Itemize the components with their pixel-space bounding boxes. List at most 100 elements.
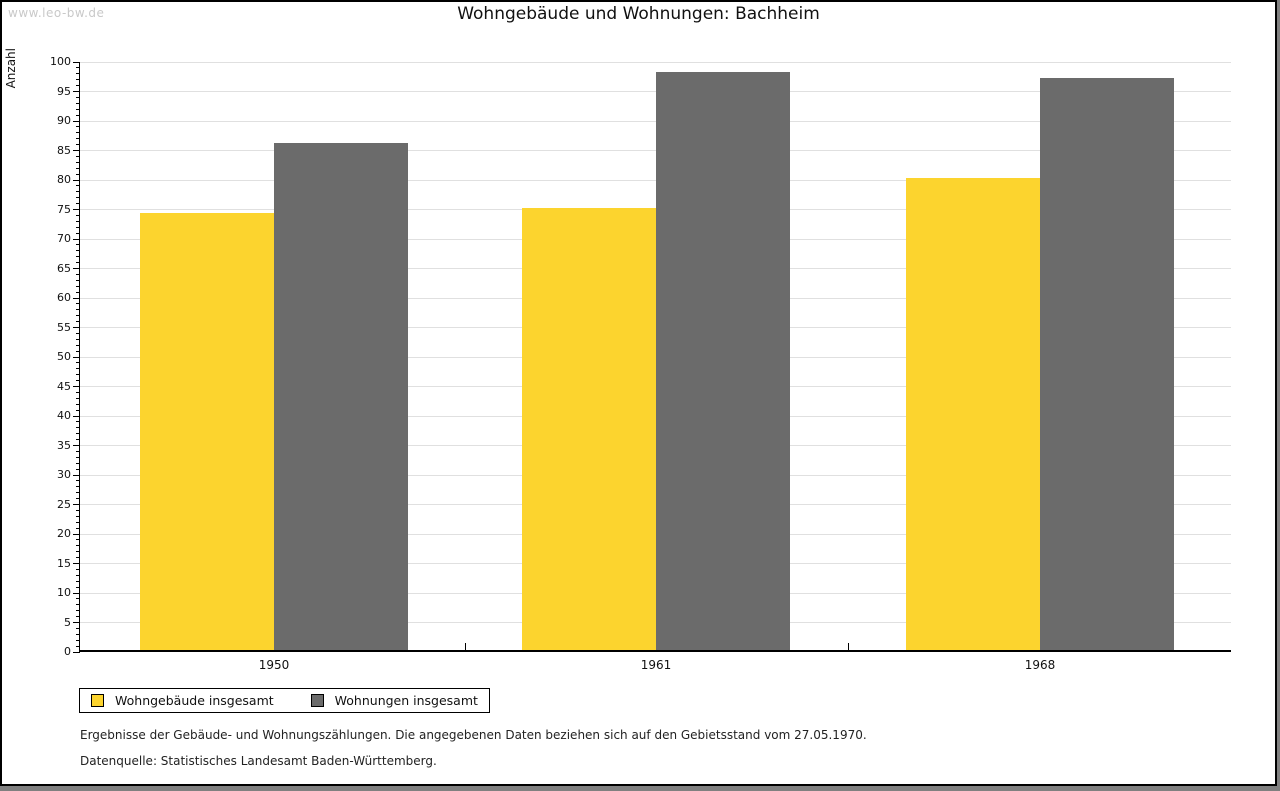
y-minor-tick xyxy=(76,79,80,81)
y-minor-tick xyxy=(76,332,80,334)
y-minor-tick xyxy=(76,321,80,323)
y-tick-label: 15 xyxy=(57,556,71,570)
y-minor-tick xyxy=(76,126,80,128)
y-minor-tick xyxy=(76,403,80,405)
x-category-label: 1950 xyxy=(258,658,290,672)
y-major-tick xyxy=(73,445,80,446)
y-major-tick xyxy=(73,120,80,122)
y-major-tick xyxy=(73,327,80,328)
y-tick-label: 55 xyxy=(57,320,71,334)
y-major-tick xyxy=(73,209,80,210)
y-minor-tick xyxy=(76,616,80,618)
y-minor-tick xyxy=(76,462,80,464)
y-minor-tick xyxy=(76,557,80,559)
legend-label: Wohngebäude insgesamt xyxy=(115,693,274,708)
y-minor-tick xyxy=(76,604,80,606)
y-tick-label: 70 xyxy=(57,232,71,245)
y-tick-label: 80 xyxy=(57,173,71,186)
y-tick-label: 60 xyxy=(57,291,71,304)
y-minor-tick xyxy=(76,610,80,612)
gridline xyxy=(80,179,1231,181)
y-minor-tick xyxy=(76,309,80,311)
y-minor-tick xyxy=(76,521,80,523)
y-minor-tick xyxy=(76,509,80,511)
bar-1950-series-1 xyxy=(274,142,408,650)
plot-area: 0 5 10 15 20 25 30 35 40 45 50 55 60 65 70 75 80 85 90 95 10… xyxy=(50,55,1231,672)
y-minor-tick xyxy=(76,391,80,393)
y-major-tick xyxy=(73,651,80,653)
y-minor-tick xyxy=(76,155,80,157)
y-minor-tick xyxy=(76,73,80,75)
y-major-tick xyxy=(73,622,80,623)
y-minor-tick xyxy=(76,96,80,98)
y-minor-tick xyxy=(76,397,80,399)
y-minor-tick xyxy=(76,214,80,216)
y-minor-tick xyxy=(76,380,80,382)
y-minor-tick xyxy=(76,486,80,488)
y-major-tick xyxy=(73,592,80,594)
watermark: www.leo-bw.de xyxy=(8,6,105,20)
y-minor-tick xyxy=(76,185,80,187)
y-minor-tick xyxy=(76,262,80,264)
footer-note: Ergebnisse der Gebäude- und Wohnungszähl… xyxy=(80,728,867,742)
y-tick-label: 0 xyxy=(64,645,71,658)
y-minor-tick xyxy=(76,568,80,570)
y-minor-tick xyxy=(76,132,80,134)
y-minor-tick xyxy=(76,421,80,423)
y-minor-tick xyxy=(76,362,80,364)
y-major-tick xyxy=(73,474,80,476)
y-minor-tick xyxy=(76,226,80,228)
x-axis-tick xyxy=(848,643,849,650)
y-tick-label: 90 xyxy=(57,114,71,127)
y-minor-tick xyxy=(76,639,80,641)
y-minor-tick xyxy=(76,291,80,293)
y-minor-tick xyxy=(76,551,80,553)
y-major-tick xyxy=(73,91,80,92)
bar-1968-series-0 xyxy=(906,178,1040,650)
y-major-tick xyxy=(73,415,80,417)
y-minor-tick xyxy=(76,338,80,340)
y-major-tick xyxy=(73,504,80,505)
y-minor-tick xyxy=(76,108,80,110)
y-major-tick xyxy=(73,563,80,564)
footer-source: Datenquelle: Statistisches Landesamt Bad… xyxy=(80,754,437,768)
y-minor-tick xyxy=(76,173,80,175)
y-minor-tick xyxy=(76,350,80,352)
y-tick-label: 30 xyxy=(57,468,71,481)
y-major-tick xyxy=(73,533,80,535)
y-major-tick xyxy=(73,238,80,240)
y-minor-tick xyxy=(76,144,80,146)
y-minor-tick xyxy=(76,161,80,163)
y-minor-tick xyxy=(76,468,80,470)
y-tick-label: 45 xyxy=(57,379,71,393)
y-major-tick xyxy=(73,386,80,387)
y-tick-label: 65 xyxy=(57,261,71,275)
y-minor-tick xyxy=(76,586,80,588)
y-major-tick xyxy=(73,297,80,299)
legend-swatch-yellow xyxy=(91,694,104,707)
y-major-tick xyxy=(73,179,80,181)
y-minor-tick xyxy=(76,344,80,346)
bar-1968-series-1 xyxy=(1040,77,1174,650)
y-minor-tick xyxy=(76,315,80,317)
chart-title: Wohngebäude und Wohnungen: Bachheim xyxy=(457,4,820,24)
y-tick-label: 10 xyxy=(57,586,71,599)
y-minor-tick xyxy=(76,633,80,635)
y-minor-tick xyxy=(76,427,80,429)
x-category-label: 1961 xyxy=(640,658,672,672)
bar-1950-series-0 xyxy=(140,213,274,650)
y-minor-tick xyxy=(76,456,80,458)
y-minor-tick xyxy=(76,197,80,199)
y-minor-tick xyxy=(76,220,80,222)
y-minor-tick xyxy=(76,515,80,517)
y-tick-label: 50 xyxy=(57,350,71,363)
y-tick-label: 5 xyxy=(64,615,71,629)
y-minor-tick xyxy=(76,598,80,600)
y-minor-tick xyxy=(76,250,80,252)
gridline xyxy=(80,61,1231,63)
y-tick-label: 20 xyxy=(57,527,71,540)
y-minor-tick xyxy=(76,480,80,482)
legend-item-wohnungen: Wohnungen insgesamt xyxy=(310,693,478,708)
y-minor-tick xyxy=(76,256,80,258)
